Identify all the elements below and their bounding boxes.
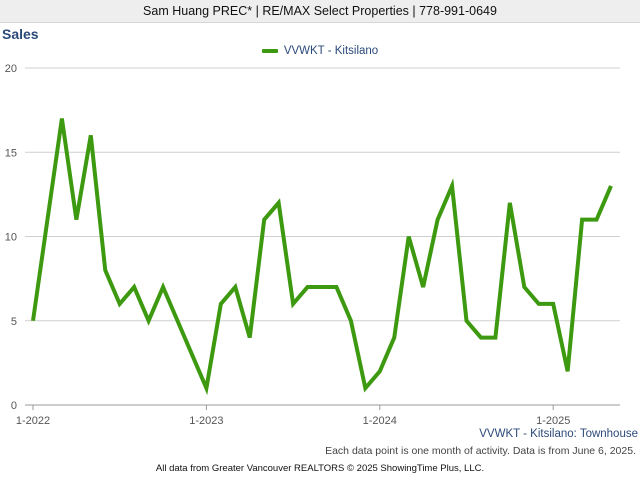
- x-tick-label: 1-2022: [16, 415, 50, 427]
- y-tick-label: 20: [5, 63, 17, 75]
- y-tick-label: 15: [5, 147, 17, 159]
- y-tick-label: 10: [5, 232, 17, 244]
- chart-title: Sales: [2, 26, 39, 42]
- series-caption: VVWKT - Kitsilano: Townhouse: [479, 428, 638, 440]
- y-tick-label: 0: [11, 400, 17, 412]
- y-tick-label: 5: [11, 316, 17, 328]
- chart-legend: VVWKT - Kitsilano: [0, 45, 640, 57]
- x-tick-label: 1-2024: [363, 415, 397, 427]
- legend-label: VVWKT - Kitsilano: [283, 45, 379, 57]
- x-tick-label: 1-2023: [189, 415, 223, 427]
- agent-header: Sam Huang PREC* | RE/MAX Select Properti…: [0, 0, 640, 23]
- legend-swatch: [261, 49, 278, 53]
- data-note: Each data point is one month of activity…: [325, 445, 636, 457]
- series-line-0: [31, 118, 613, 396]
- x-tick-label: 1-2025: [536, 415, 570, 427]
- data-source-footer: All data from Greater Vancouver REALTORS…: [155, 463, 485, 474]
- agent-header-text: Sam Huang PREC* | RE/MAX Select Properti…: [143, 4, 497, 18]
